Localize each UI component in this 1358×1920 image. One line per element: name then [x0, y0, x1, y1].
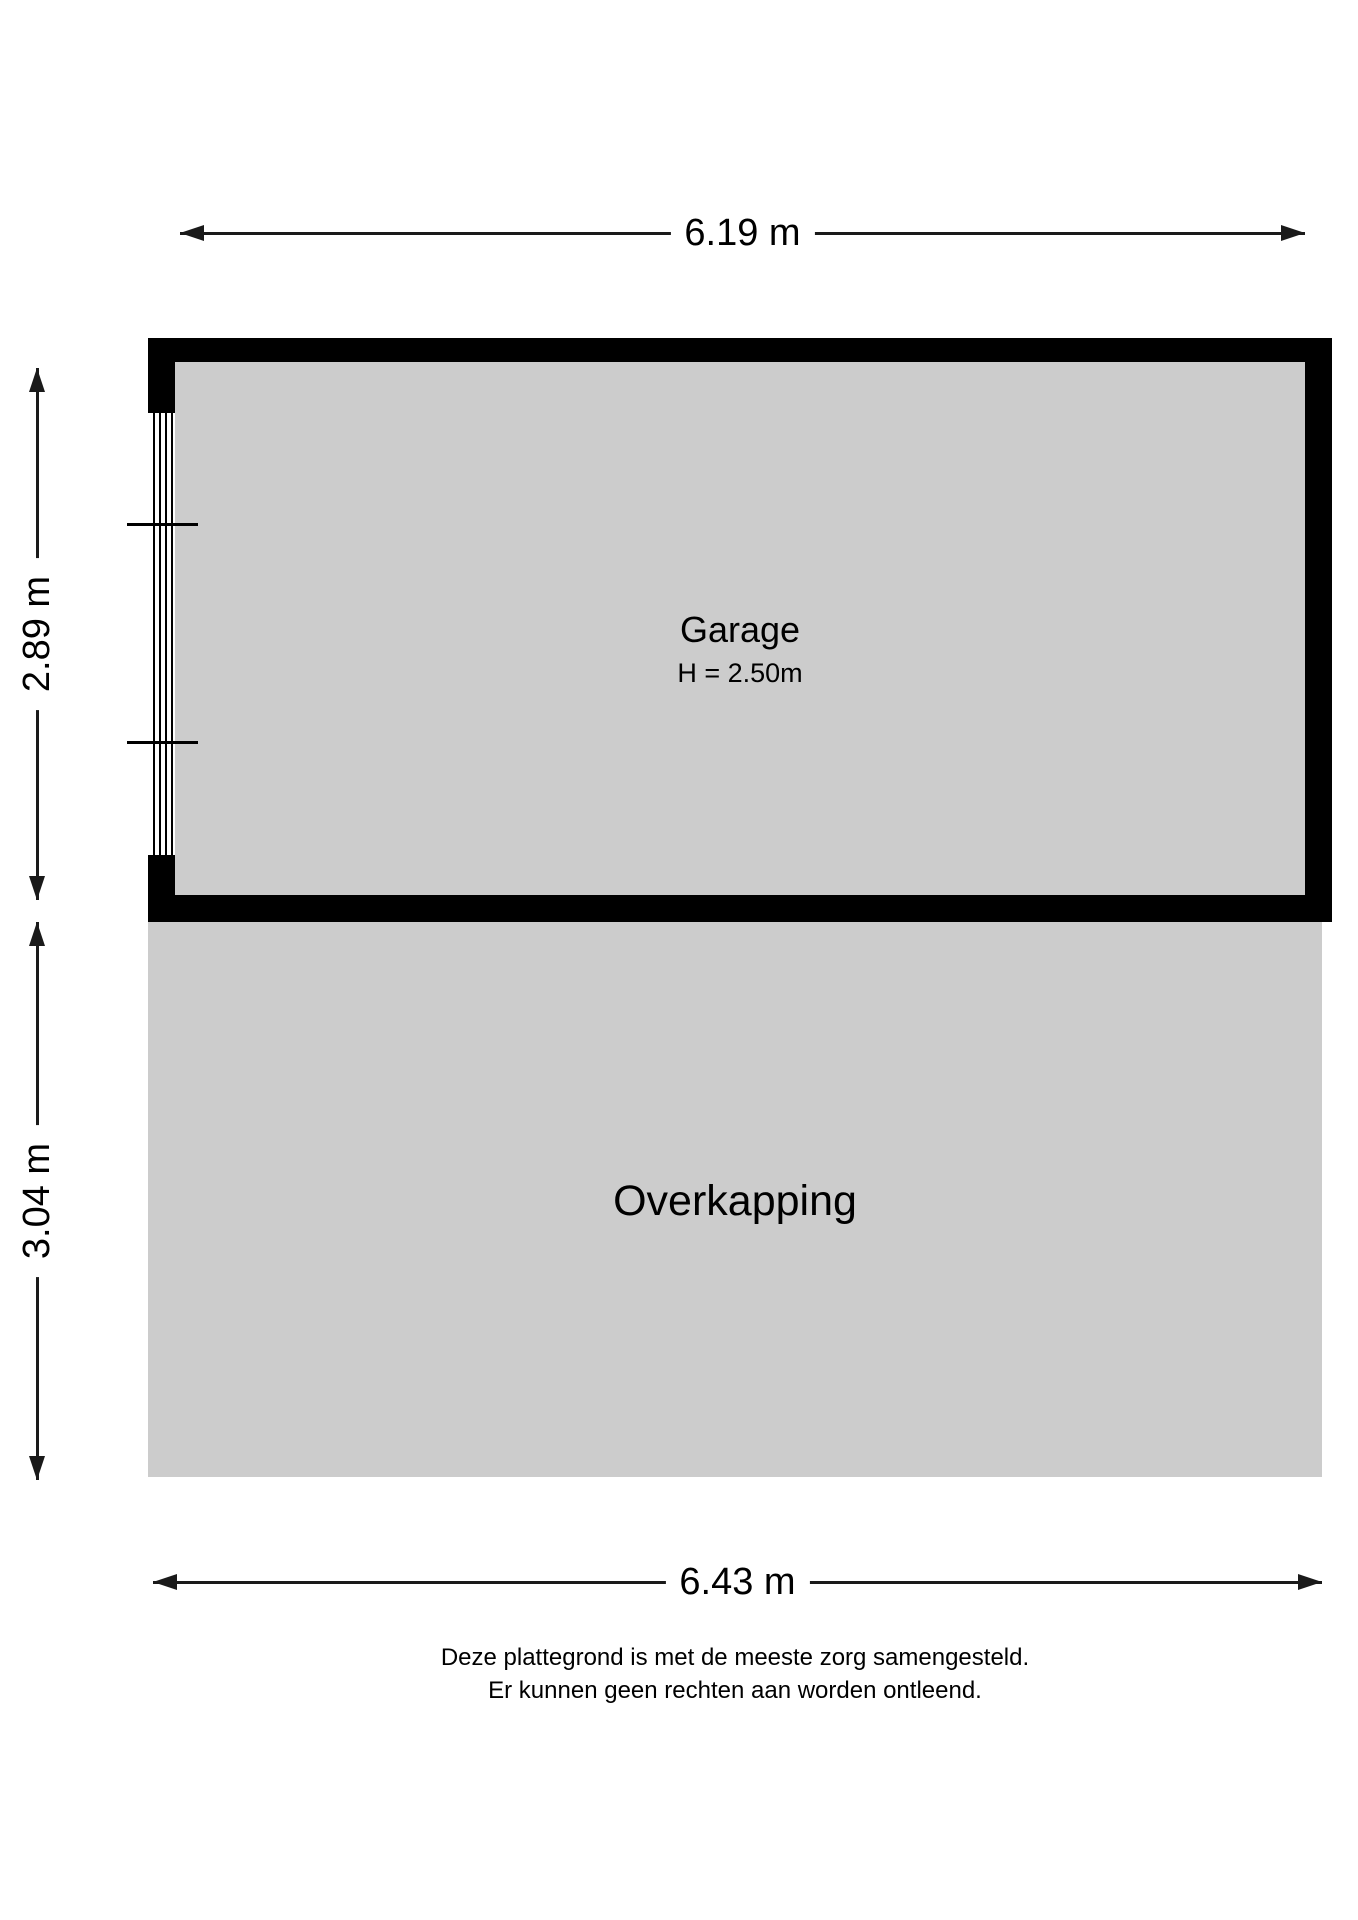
garage-floor — [175, 362, 1305, 895]
dimension-overkapping-depth: 3.04 m — [15, 922, 59, 1480]
disclaimer-line-2: Er kunnen geen rechten aan worden ontlee… — [488, 1677, 982, 1704]
dimension-label-overkapping-depth: 3.04 m — [15, 1124, 59, 1278]
disclaimer: Deze plattegrond is met de meeste zorg s… — [148, 1641, 1322, 1707]
disclaimer-line-1: Deze plattegrond is met de meeste zorg s… — [440, 1644, 1030, 1671]
dimension-garage-width: 6.19 m — [180, 211, 1305, 255]
garage-window-symbol — [148, 413, 175, 855]
window-pane-line — [171, 413, 173, 855]
window-pane-line — [159, 413, 161, 855]
window-tick-mark — [127, 741, 198, 744]
ceiling-height-label: H = 2.50m — [677, 658, 803, 688]
dimension-overkapping-width: 6.43 m — [153, 1560, 1322, 1604]
dimension-label-overkapping-width: 6.43 m — [665, 1560, 810, 1604]
room-label-garage: Garage — [679, 609, 801, 650]
arrowhead-up-icon — [29, 368, 45, 392]
room-label-overkapping: Overkapping — [613, 1177, 857, 1225]
arrowhead-down-icon — [29, 1456, 45, 1480]
room-overkapping: Overkapping — [148, 922, 1322, 1477]
arrowhead-right-icon — [1281, 225, 1305, 241]
window-pane-line — [153, 413, 155, 855]
dimension-label-garage-depth: 2.89 m — [15, 557, 59, 711]
arrowhead-up-icon — [29, 922, 45, 946]
arrowhead-right-icon — [1298, 1574, 1322, 1590]
arrowhead-left-icon — [153, 1574, 177, 1590]
arrowhead-down-icon — [29, 876, 45, 900]
window-tick-mark — [127, 523, 198, 526]
window-pane-line — [165, 413, 167, 855]
dimension-garage-depth: 2.89 m — [15, 368, 59, 900]
arrowhead-left-icon — [180, 225, 204, 241]
dimension-label-garage-width: 6.19 m — [670, 211, 815, 255]
room-garage: Garage H = 2.50m — [127, 338, 1332, 922]
